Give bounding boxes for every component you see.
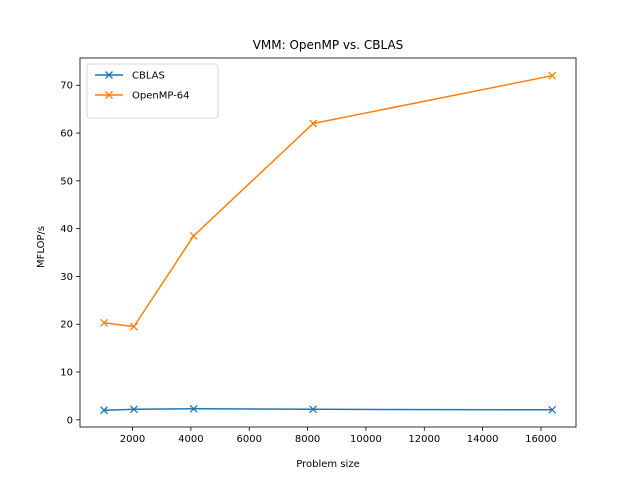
y-tick-label: 20	[60, 320, 73, 331]
x-tick-label: 16000	[525, 434, 557, 445]
x-tick-label: 12000	[408, 434, 440, 445]
y-tick-label: 30	[60, 272, 73, 283]
series-openmp-64	[100, 71, 557, 331]
x-tick-label: 2000	[120, 434, 145, 445]
y-tick-label: 0	[67, 415, 73, 426]
plot-frame	[79, 57, 577, 428]
x-axis-label: Problem size	[296, 459, 359, 470]
data-point	[548, 405, 557, 414]
y-tick-label: 10	[60, 368, 73, 379]
plot-area	[79, 57, 577, 428]
x-tick-label: 10000	[350, 434, 382, 445]
legend-box	[86, 63, 219, 119]
y-tick-label: 50	[60, 176, 73, 187]
y-axis-label: MFLOP/s	[36, 226, 47, 268]
y-tick-label: 70	[60, 81, 73, 92]
legend-label-openmp-64: OpenMP-64	[132, 91, 189, 102]
x-tick-label: 8000	[295, 434, 320, 445]
data-point	[100, 406, 109, 415]
legend-label-cblas: CBLAS	[132, 71, 165, 82]
data-point	[129, 322, 138, 331]
series-layer	[100, 71, 557, 415]
x-tick-label: 6000	[236, 434, 261, 445]
data-point	[189, 231, 198, 240]
legend-marker-openmp-64	[105, 91, 113, 99]
x-tick-label: 14000	[467, 434, 499, 445]
x-tick-label: 4000	[178, 434, 203, 445]
data-point	[548, 71, 557, 80]
x-axis: 2000 4000 6000 8000 10000 12000 14000 16000	[120, 427, 557, 445]
data-point	[309, 405, 318, 414]
y-tick-label: 60	[60, 129, 73, 140]
y-tick-label: 40	[60, 224, 73, 235]
data-point	[129, 405, 138, 414]
data-point	[309, 119, 318, 128]
data-point	[100, 318, 109, 327]
chart-title: VMM: OpenMP vs. CBLAS	[253, 38, 404, 52]
data-point	[189, 404, 198, 413]
legend: CBLAS OpenMP-64	[86, 63, 219, 119]
y-axis: 0 10 20 30 40 50 60 70	[60, 81, 80, 426]
legend-marker-cblas	[105, 71, 113, 79]
series-cblas	[100, 404, 557, 415]
